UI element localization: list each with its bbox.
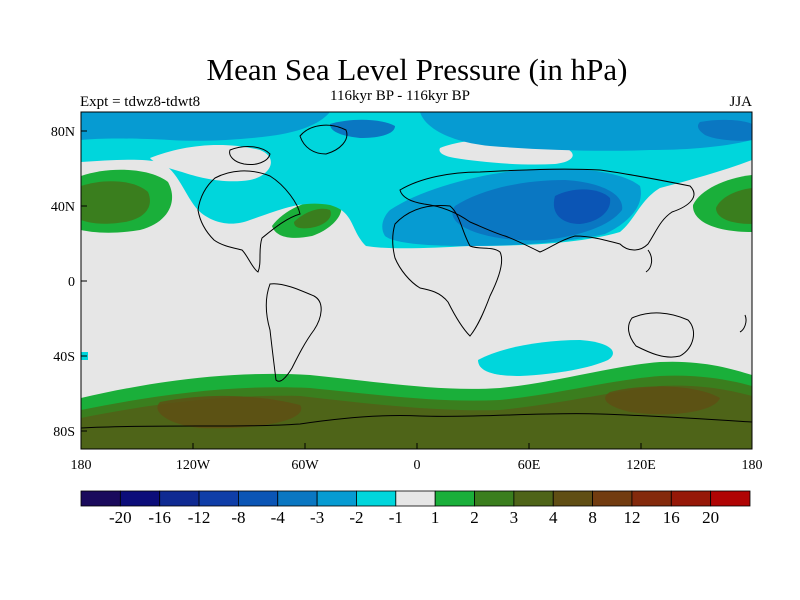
colorbar-label: 12: [623, 508, 640, 527]
colorbar-swatch: [277, 490, 318, 507]
colorbar-label: 8: [588, 508, 597, 527]
colorbar-label: 4: [549, 508, 558, 527]
map-title: Mean Sea Level Pressure (in hPa): [206, 52, 628, 87]
coastlines: [81, 124, 752, 429]
lon-tick-label: 0: [414, 458, 421, 473]
colorbar-swatch: [80, 490, 121, 507]
north-pacific-high-east: [692, 175, 752, 232]
colorbar-label: 1: [431, 508, 440, 527]
colorbar-swatch: [670, 490, 712, 507]
colorbar-swatch: [238, 490, 279, 507]
colorbar-label: -12: [188, 508, 211, 527]
colorbar-swatch: [119, 490, 161, 507]
experiment-label: Expt = tdwz8-tdwt8: [80, 94, 201, 110]
colorbar-swatch: [395, 490, 436, 507]
azores-high: [272, 199, 342, 238]
colorbar-label: 16: [663, 508, 680, 527]
season-label: JJA: [729, 94, 752, 110]
colorbar-swatch: [513, 490, 554, 507]
lon-tick-label: 60E: [518, 458, 541, 473]
colorbar-label: -4: [271, 508, 286, 527]
north-pacific-high-west: [81, 169, 173, 233]
longitude-axis: 180 120W 60W 0 60E 120E 180: [71, 443, 763, 473]
lon-tick-label: 180: [742, 458, 763, 473]
colorbar-swatch: [474, 490, 515, 507]
colorbar-label: -16: [148, 508, 171, 527]
colorbar-label: -20: [109, 508, 132, 527]
lon-tick-label: 60W: [291, 458, 319, 473]
colorbar-label: -3: [310, 508, 324, 527]
colorbar-swatch: [316, 490, 357, 507]
colorbar-swatch: [159, 490, 200, 507]
colorbar-label: -8: [231, 508, 245, 527]
colorbar-label: -1: [389, 508, 403, 527]
lon-tick-label: 120E: [626, 458, 656, 473]
lon-tick-label: 180: [71, 458, 92, 473]
colorbar-label: -2: [349, 508, 363, 527]
colorbar-label: 20: [702, 508, 719, 527]
colorbar-swatch: [631, 490, 672, 507]
latitude-axis: 80N 40N 0 40S 80S: [51, 125, 87, 440]
lat-tick-label: 80N: [51, 125, 75, 140]
colorbar-swatch: [434, 490, 475, 507]
colorbar-label: 2: [470, 508, 479, 527]
lat-tick-label: 40S: [53, 350, 75, 365]
colorbar-label: 3: [510, 508, 519, 527]
colorbar-swatch: [552, 490, 593, 507]
lat-tick-label: 80S: [53, 425, 75, 440]
colorbar-swatch: [710, 490, 751, 507]
colorbar-swatch: [356, 490, 397, 507]
lat-tick-label: 40N: [51, 200, 75, 215]
period-label: 116kyr BP - 116kyr BP: [330, 88, 471, 104]
southern-high-band: [81, 361, 752, 449]
colorbar: -20 -16 -12 -8 -4 -3 -2 -1 1 2 3 4 8 12 16 20: [80, 490, 751, 527]
colorbar-swatch: [198, 490, 239, 507]
colorbar-swatch: [592, 490, 633, 507]
lon-tick-label: 120W: [176, 458, 211, 473]
lat-tick-label: 0: [68, 275, 75, 290]
